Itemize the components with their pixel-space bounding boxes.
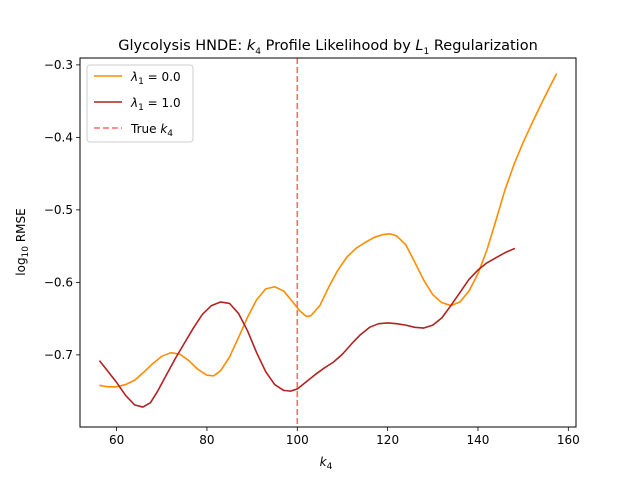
y-tick-label: −0.5 (44, 203, 73, 217)
x-axis-ticks: 60 80 100 120 140 160 (109, 427, 580, 447)
legend-label-lambda-1: λ1 = 1.0 (130, 96, 181, 113)
legend-label-lambda-0: λ1 = 0.0 (130, 70, 181, 87)
plot-area-frame (79, 57, 577, 428)
x-tick-label: 60 (109, 433, 124, 447)
legend: λ1 = 0.0 λ1 = 1.0 True k4 (86, 64, 194, 143)
x-tick-label: 160 (557, 433, 580, 447)
y-tick-label: −0.7 (44, 348, 73, 362)
x-tick-label: 80 (199, 433, 214, 447)
x-tick-label: 100 (286, 433, 309, 447)
legend-label-true-k4: True k4 (130, 122, 173, 139)
y-tick-label: −0.4 (44, 130, 73, 144)
x-tick-label: 120 (376, 433, 399, 447)
x-tick-label: 140 (467, 433, 490, 447)
y-tick-label: −0.6 (44, 275, 73, 289)
legend-box (86, 64, 194, 143)
y-tick-label: −0.3 (44, 58, 73, 72)
x-axis-label: k4 (320, 455, 333, 472)
series-layer (98, 73, 558, 408)
y-axis-ticks: −0.3 −0.4 −0.5 −0.6 −0.7 (44, 58, 80, 362)
series-line-lambda-1 (98, 247, 516, 408)
chart-title: Glycolysis HNDE: k4 Profile Likelihood b… (118, 38, 538, 57)
y-axis-label: log10 RMSE (14, 208, 31, 275)
